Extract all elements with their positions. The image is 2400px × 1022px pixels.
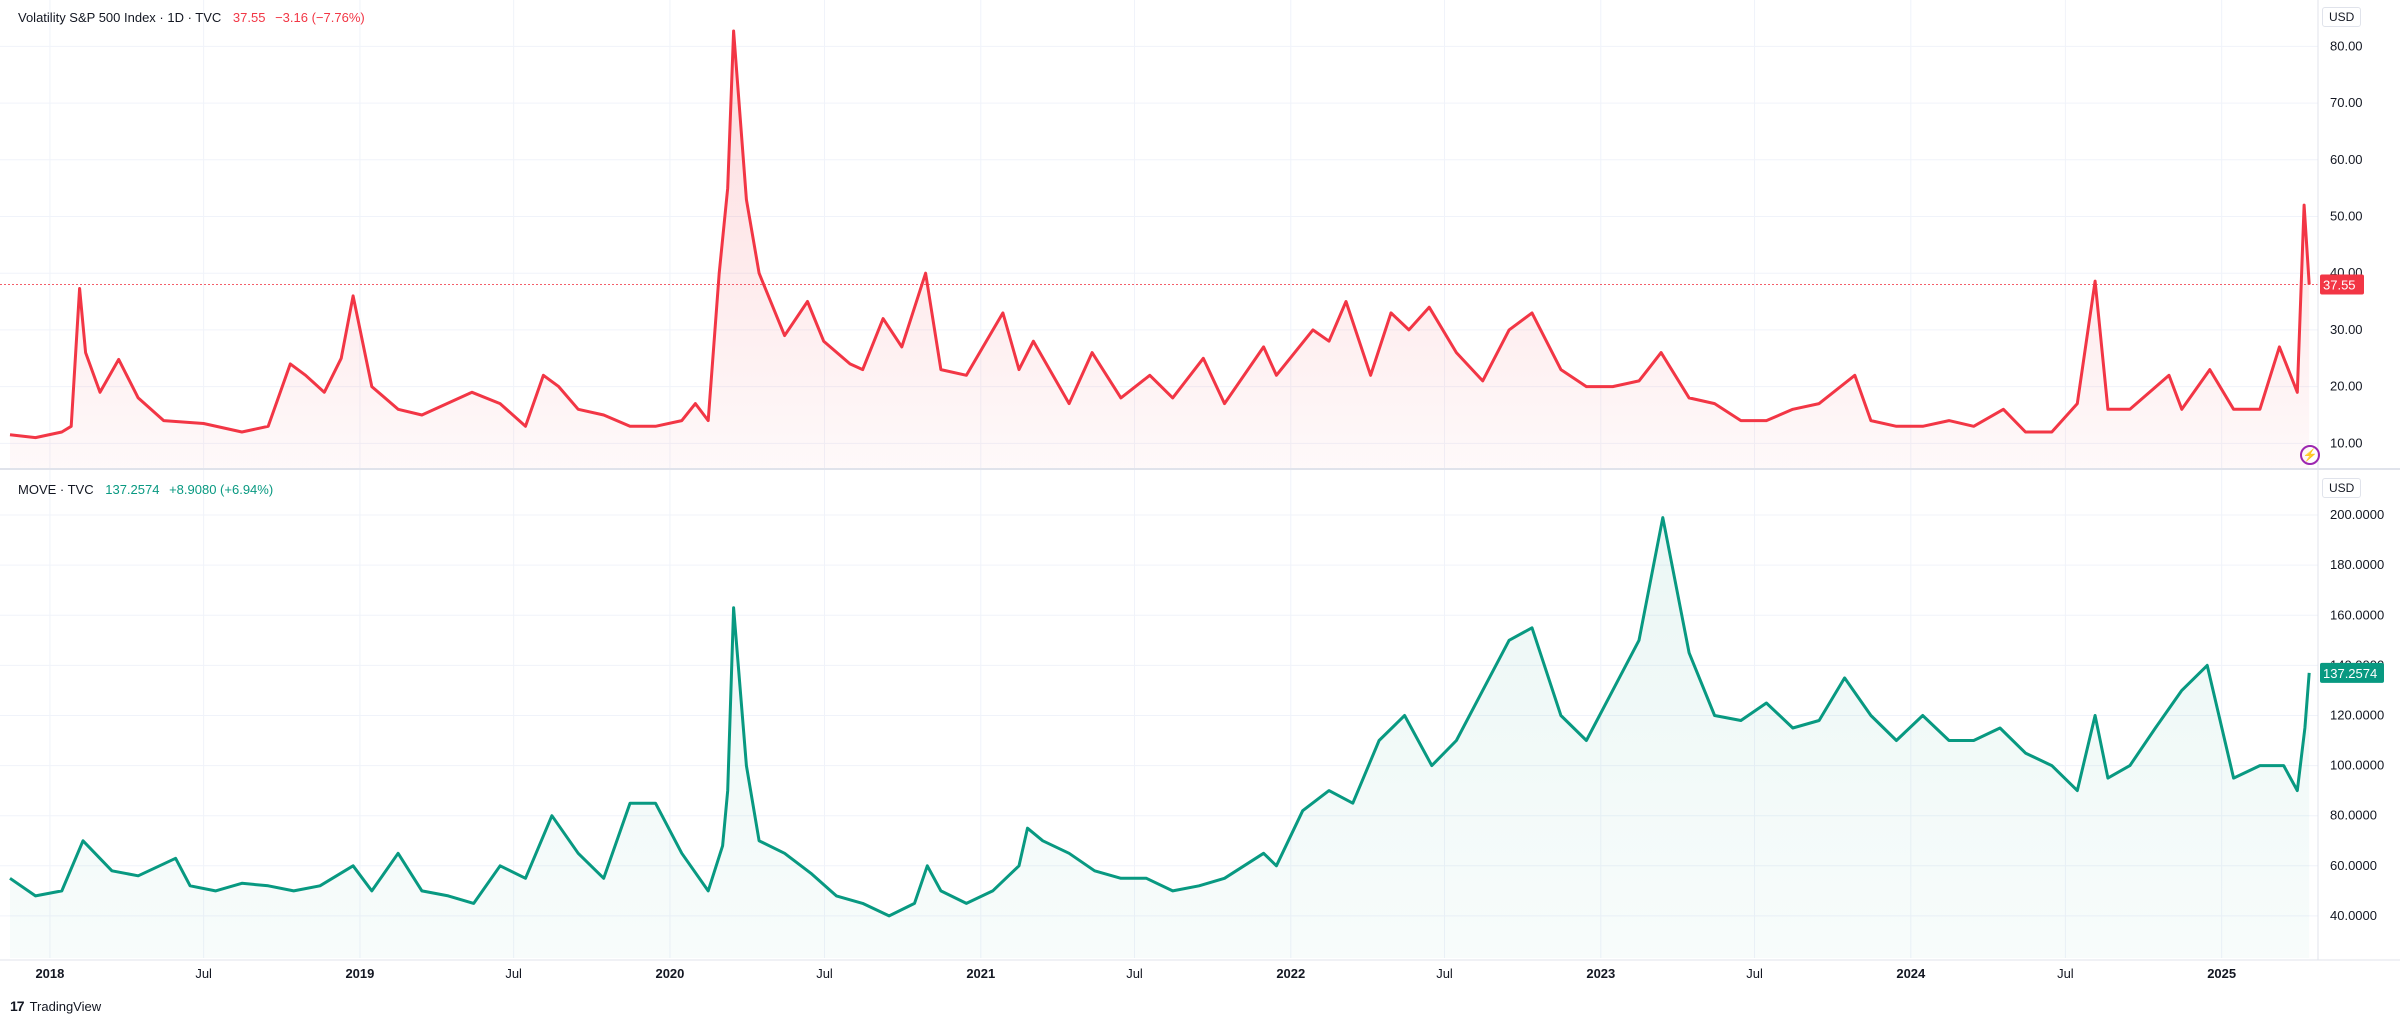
series-area — [10, 517, 2310, 958]
area-layer — [10, 31, 2310, 958]
series-area — [10, 31, 2310, 468]
time-axis-label: Jul — [1746, 966, 1763, 981]
y-tick-label: 80.0000 — [2330, 808, 2377, 823]
time-axis-label: Jul — [1126, 966, 1143, 981]
y-tick-label: 100.0000 — [2330, 758, 2384, 773]
y-tick-label: 40.0000 — [2330, 908, 2377, 923]
y-tick-label: 80.00 — [2330, 38, 2363, 53]
tradingview-mark-icon: 17 — [10, 998, 25, 1014]
top-currency-button[interactable]: USD — [2322, 7, 2362, 27]
series-line — [9, 29, 2311, 440]
price-tag — [2320, 662, 2384, 683]
bottom-symbol[interactable]: MOVE · TVC — [18, 482, 94, 497]
time-axis-label: 2023 — [1586, 966, 1615, 981]
bottom-last-value: 137.2574 — [105, 482, 160, 497]
line-layer — [0, 29, 2318, 918]
bottom-change: +8.9080 (+6.94%) — [169, 482, 274, 497]
y-tick-label: 10.00 — [2330, 435, 2363, 450]
y-tick-label: 50.00 — [2330, 208, 2363, 223]
time-axis-label: Jul — [505, 966, 522, 981]
time-axis-label: 2018 — [35, 966, 64, 981]
top-legend[interactable]: Volatility S&P 500 Index · 1D · TVC 37.5… — [18, 10, 365, 25]
y-tick-label: 20.00 — [2330, 379, 2363, 394]
time-axis-label: 2024 — [1896, 966, 1926, 981]
time-axis-label: 2019 — [345, 966, 374, 981]
y-tick-label: 60.00 — [2330, 152, 2363, 167]
axis-layer: 2018 Jul 2019 Jul 2020 Jul 2021 Jul 2022 Jul 2023 J… — [0, 0, 2400, 981]
price-tag-label: 137.2574 — [2323, 666, 2377, 681]
time-axis-label: Jul — [195, 966, 212, 981]
tradingview-logo[interactable]: 17 TradingView — [10, 998, 101, 1014]
time-axis-label: 2025 — [2207, 966, 2236, 981]
y-tick-label: 70.00 — [2330, 95, 2363, 110]
time-axis-label: 2020 — [655, 966, 684, 981]
time-axis-label: Jul — [2057, 966, 2074, 981]
series-line — [9, 516, 2311, 918]
time-axis-label: 2022 — [1276, 966, 1305, 981]
brand-name: TradingView — [29, 998, 102, 1014]
y-tick-label: 180.0000 — [2330, 557, 2384, 572]
time-axis-label: Jul — [1436, 966, 1453, 981]
bottom-currency-button[interactable]: USD — [2322, 478, 2362, 498]
top-last-value: 37.55 — [232, 10, 266, 25]
y-tick-label: 30.00 — [2330, 322, 2363, 337]
top-symbol[interactable]: Volatility S&P 500 Index · 1D · TVC — [18, 10, 222, 25]
price-tag — [2320, 274, 2364, 295]
y-tick-label: 200.0000 — [2330, 507, 2384, 522]
price-tag-label: 37.55 — [2323, 278, 2356, 293]
bottom-legend[interactable]: MOVE · TVC 137.2574 +8.9080 (+6.94%) — [18, 482, 273, 497]
lightning-icon[interactable]: ⚡ — [2300, 445, 2320, 465]
top-change: −3.16 (−7.76%) — [275, 10, 365, 25]
time-axis-label: Jul — [816, 966, 833, 981]
y-tick-label: 120.0000 — [2330, 707, 2384, 722]
y-tick-label: 60.0000 — [2330, 858, 2377, 873]
time-axis-label: 2021 — [966, 966, 995, 981]
y-tick-label: 160.0000 — [2330, 607, 2384, 622]
